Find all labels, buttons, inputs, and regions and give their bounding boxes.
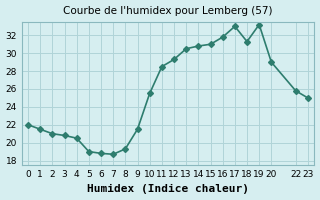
Title: Courbe de l'humidex pour Lemberg (57): Courbe de l'humidex pour Lemberg (57) xyxy=(63,6,273,16)
X-axis label: Humidex (Indice chaleur): Humidex (Indice chaleur) xyxy=(87,184,249,194)
